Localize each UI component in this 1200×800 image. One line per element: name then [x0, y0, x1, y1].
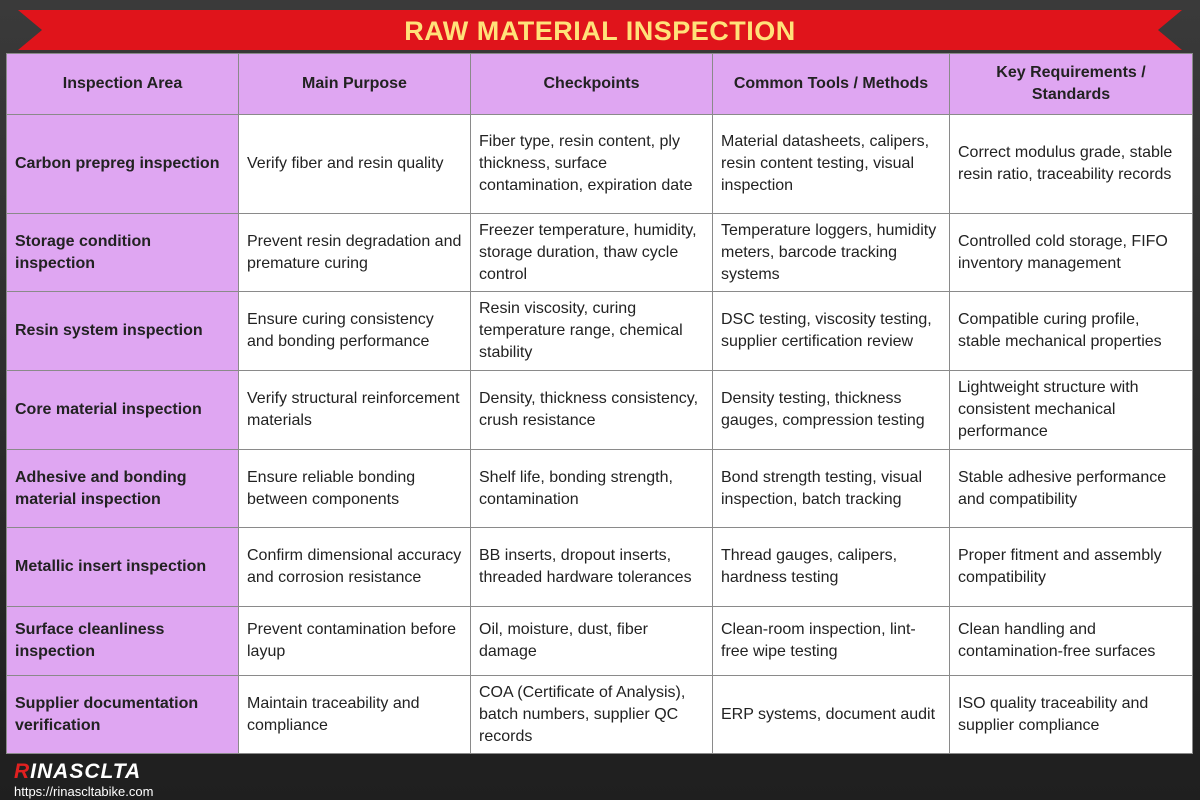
table-cell: Shelf life, bonding strength, contaminat… [470, 449, 713, 528]
header-row: Inspection Area Main Purpose Checkpoints Co… [6, 53, 1193, 115]
inspection-area: Core material inspection [6, 370, 239, 450]
inspection-area: Surface cleanliness inspection [6, 606, 239, 676]
table-cell: Ensure curing consistency and bonding pe… [238, 291, 471, 371]
column-header: Main Purpose [238, 53, 471, 115]
table-cell: ISO quality traceability and supplier co… [949, 675, 1193, 754]
table-cell: Proper fitment and assembly compatibilit… [949, 527, 1193, 607]
table-cell: Maintain traceability and compliance [238, 675, 471, 754]
inspection-area: Resin system inspection [6, 291, 239, 371]
table-cell: Controlled cold storage, FIFO inventory … [949, 213, 1193, 292]
table-cell: Freezer temperature, humidity, storage d… [470, 213, 713, 292]
table-row: Resin system inspection Ensure curing con… [6, 291, 1193, 371]
table-row: Adhesive and bonding material inspection… [6, 449, 1193, 528]
table-row: Core material inspection Verify structura… [6, 370, 1193, 450]
table-cell: Bond strength testing, visual inspection… [712, 449, 950, 528]
table-cell: Confirm dimensional accuracy and corrosi… [238, 527, 471, 607]
table-cell: Density, thickness consistency, crush re… [470, 370, 713, 450]
table-cell: Temperature loggers, humidity meters, ba… [712, 213, 950, 292]
table-cell: Compatible curing profile, stable mechan… [949, 291, 1193, 371]
table-cell: Material datasheets, calipers, resin con… [712, 114, 950, 214]
inspection-area: Carbon prepreg inspection [6, 114, 239, 214]
table-row: Storage condition inspection Prevent resi… [6, 213, 1193, 292]
table-row: Surface cleanliness inspection Prevent co… [6, 606, 1193, 676]
table-cell: Prevent resin degradation and premature … [238, 213, 471, 292]
table-cell: DSC testing, viscosity testing, supplier… [712, 291, 950, 371]
column-header: Inspection Area [6, 53, 239, 115]
table-cell: Ensure reliable bonding between componen… [238, 449, 471, 528]
table-cell: Thread gauges, calipers, hardness testin… [712, 527, 950, 607]
table-cell: Density testing, thickness gauges, compr… [712, 370, 950, 450]
table-cell: Clean-room inspection, lint-free wipe te… [712, 606, 950, 676]
title: RAW MATERIAL INSPECTION [404, 16, 796, 46]
banner-shape [18, 10, 1182, 50]
table-cell: Prevent contamination before layup [238, 606, 471, 676]
inspection-area: Adhesive and bonding material inspection [6, 449, 239, 528]
brand-rest: INASCLTA [30, 760, 142, 783]
inspection-area: Storage condition inspection [6, 213, 239, 292]
table-body: Carbon prepreg inspection Verify fiber an… [6, 114, 1193, 754]
table-cell: Fiber type, resin content, ply thickness… [470, 114, 713, 214]
brand: RINASCLTA [14, 760, 141, 784]
table-cell: Lightweight structure with consistent me… [949, 370, 1193, 450]
table-cell: Oil, moisture, dust, fiber damage [470, 606, 713, 676]
table-cell: COA (Certificate of Analysis), batch num… [470, 675, 713, 754]
table-cell: BB inserts, dropout inserts, threaded ha… [470, 527, 713, 607]
table-row: Supplier documentation verification Maint… [6, 675, 1193, 754]
column-header: Checkpoints [470, 53, 713, 115]
website-url: https://rinascltabike.com [14, 784, 154, 799]
table-cell: Verify structural reinforcement material… [238, 370, 471, 450]
table-cell: Correct modulus grade, stable resin rati… [949, 114, 1193, 214]
inspection-area: Supplier documentation verification [6, 675, 239, 754]
table-row: Metallic insert inspection Confirm dimens… [6, 527, 1193, 607]
table-cell: Verify fiber and resin quality [238, 114, 471, 214]
table-cell: ERP systems, document audit [712, 675, 950, 754]
table-row: Carbon prepreg inspection Verify fiber an… [6, 114, 1193, 214]
column-header: Key Requirements / Standards [949, 53, 1193, 115]
table-cell: Stable adhesive performance and compatib… [949, 449, 1193, 528]
brand-initial: R [14, 760, 31, 783]
title-banner: RAW MATERIAL INSPECTION [18, 10, 1182, 50]
column-header: Common Tools / Methods [712, 53, 950, 115]
table-cell: Resin viscosity, curing temperature rang… [470, 291, 713, 371]
inspection-table: Inspection Area Main Purpose Checkpoints Co… [6, 53, 1193, 754]
table-cell: Clean handling and contamination-free su… [949, 606, 1193, 676]
inspection-area: Metallic insert inspection [6, 527, 239, 607]
